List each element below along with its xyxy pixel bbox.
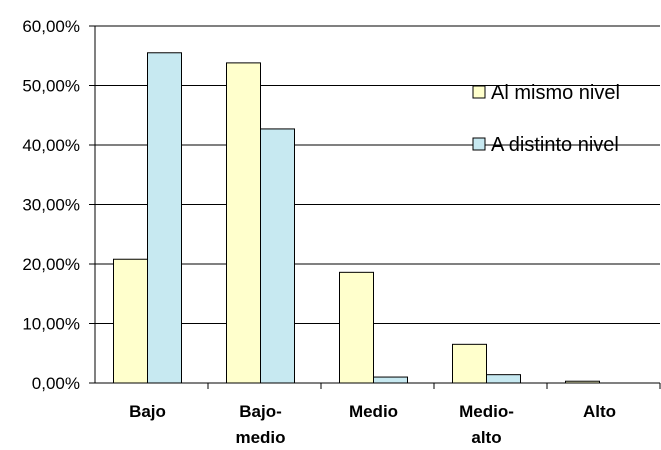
x-tick-label: Medio- bbox=[459, 402, 514, 421]
y-tick-label: 20,00% bbox=[22, 255, 80, 274]
bar-a-distinto-nivel bbox=[486, 374, 521, 384]
bar-a-distinto-nivel bbox=[260, 128, 295, 384]
legend-label: Al mismo nivel bbox=[491, 82, 620, 104]
y-tick-label: 40,00% bbox=[22, 136, 80, 155]
x-tick-label: Bajo- bbox=[239, 402, 282, 421]
x-tick-label: Medio bbox=[349, 402, 398, 421]
y-tick-label: 60,00% bbox=[22, 17, 80, 36]
bar-al-mismo-nivel bbox=[339, 271, 374, 384]
legend-label: A distinto nivel bbox=[491, 134, 619, 156]
x-tick-label: medio bbox=[235, 428, 285, 447]
y-tick-label: 0,00% bbox=[32, 374, 80, 393]
x-tick-label: Alto bbox=[583, 402, 616, 421]
y-tick-label: 50,00% bbox=[22, 77, 80, 96]
x-tick-label: Bajo bbox=[129, 402, 166, 421]
legend-swatch bbox=[472, 85, 486, 99]
bar-al-mismo-nivel bbox=[113, 258, 148, 384]
bar-al-mismo-nivel bbox=[452, 343, 487, 384]
bar-al-mismo-nivel bbox=[565, 380, 600, 384]
bar-a-distinto-nivel bbox=[373, 376, 408, 384]
y-tick-label: 30,00% bbox=[22, 196, 80, 215]
y-tick-label: 10,00% bbox=[22, 315, 80, 334]
x-tick-label: alto bbox=[471, 428, 501, 447]
legend-swatch bbox=[472, 137, 486, 151]
bar-a-distinto-nivel bbox=[147, 52, 182, 384]
bar-al-mismo-nivel bbox=[226, 62, 261, 384]
